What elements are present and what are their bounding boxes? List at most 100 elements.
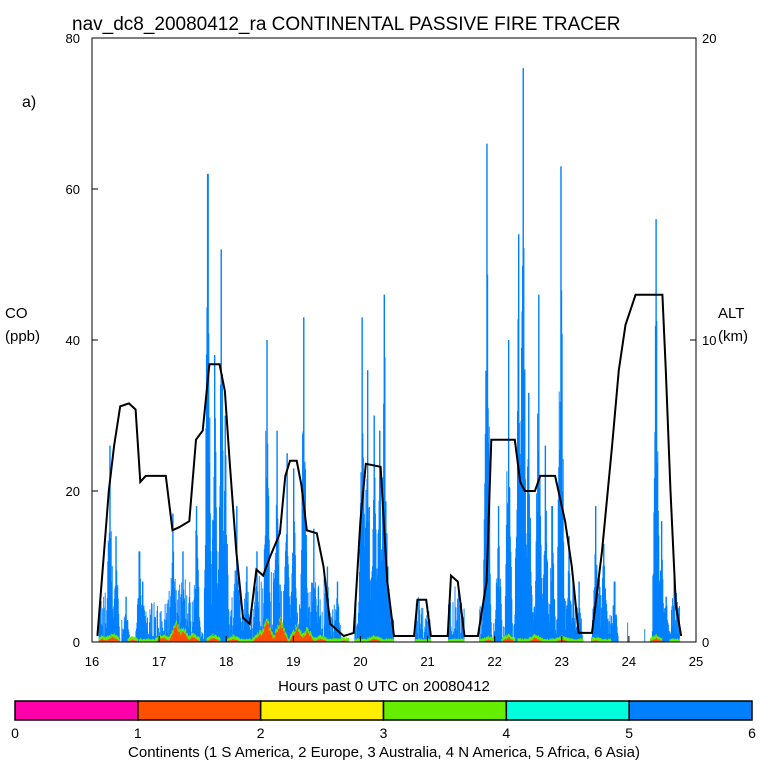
co-bar-europe-132 bbox=[165, 638, 167, 642]
co-bar-europe-492 bbox=[346, 640, 348, 642]
co-bar-asia-779 bbox=[490, 622, 492, 642]
co-bar-asia-803 bbox=[502, 626, 504, 642]
co-bar-north-america-959 bbox=[581, 639, 583, 642]
co-bar-north-america-478 bbox=[339, 639, 341, 642]
co-bar-europe-772 bbox=[487, 640, 489, 642]
co-bar-asia-245 bbox=[222, 373, 223, 642]
co-bar-north-america-113 bbox=[155, 638, 157, 642]
co-bar-north-america-302 bbox=[250, 639, 252, 642]
co-bar-europe-925 bbox=[564, 640, 566, 642]
co-bar-north-america-879 bbox=[541, 638, 543, 641]
co-bar-europe-979 bbox=[591, 640, 593, 642]
co-bar-asia-959 bbox=[581, 631, 583, 642]
co-bar-north-america-858 bbox=[530, 637, 532, 640]
co-bar-europe-149 bbox=[173, 627, 175, 642]
co-bar-north-america-956 bbox=[579, 638, 581, 642]
co-bar-asia-199 bbox=[198, 617, 200, 642]
colorbar-tick-3: 3 bbox=[380, 725, 388, 741]
colorbar-segment-5 bbox=[505, 700, 630, 721]
co-bar-asia-887 bbox=[545, 445, 547, 642]
co-bar-north-america-881 bbox=[542, 637, 544, 642]
co-bar-asia-103 bbox=[150, 633, 152, 642]
co-bar-asia-767 bbox=[484, 433, 486, 642]
co-bar-north-america-642 bbox=[421, 639, 423, 642]
co-bar-asia-835 bbox=[518, 423, 520, 642]
co-bar-north-america-883 bbox=[543, 639, 545, 642]
co-bar-north-america-697 bbox=[449, 639, 451, 642]
co-bar-north-america-1006 bbox=[605, 639, 606, 642]
co-bar-north-america-870 bbox=[536, 635, 538, 640]
co-bar-north-america-942 bbox=[572, 639, 574, 642]
co-bar-europe-269 bbox=[234, 639, 236, 642]
co-bar-europe-314 bbox=[256, 637, 258, 642]
co-bar-north-america-628 bbox=[414, 639, 416, 642]
co-bar-asia-294 bbox=[246, 566, 248, 642]
co-bar-north-america-547 bbox=[374, 636, 375, 639]
co-bar-asia-418 bbox=[309, 606, 310, 642]
co-bar-asia-312 bbox=[255, 585, 257, 642]
co-bar-asia-300 bbox=[249, 629, 251, 642]
co-bar-asia-304 bbox=[251, 628, 253, 642]
co-bar-north-america-701 bbox=[451, 639, 453, 642]
co-bar-north-america-58 bbox=[127, 638, 129, 641]
co-bar-europe-345 bbox=[272, 637, 274, 642]
co-bar-north-america-133 bbox=[165, 636, 167, 640]
co-bar-europe-821 bbox=[511, 639, 513, 642]
co-bar-north-america-900 bbox=[551, 639, 553, 642]
co-bar-europe-544 bbox=[372, 638, 374, 642]
co-bar-europe-485 bbox=[342, 640, 344, 642]
co-bar-europe-256 bbox=[227, 640, 229, 642]
co-bar-asia-476 bbox=[338, 606, 340, 642]
co-bar-north-america-1108 bbox=[656, 636, 658, 639]
co-bar-europe-554 bbox=[377, 639, 379, 642]
co-bar-asia-126 bbox=[162, 627, 164, 642]
co-bar-asia-936 bbox=[569, 600, 571, 642]
co-bar-europe-115 bbox=[156, 640, 158, 642]
x-tick-label-25: 25 bbox=[689, 654, 703, 669]
co-bar-north-america-109 bbox=[153, 639, 155, 642]
co-bar-north-america-645 bbox=[423, 638, 425, 642]
co-bar-north-america-1010 bbox=[607, 639, 608, 642]
co-bar-europe-366 bbox=[282, 630, 284, 642]
co-bar-asia-77 bbox=[137, 598, 139, 642]
co-bar-asia-187 bbox=[192, 621, 194, 642]
co-bar-north-america-582 bbox=[391, 638, 393, 642]
co-bar-asia-891 bbox=[547, 561, 549, 642]
co-bar-asia-220 bbox=[209, 417, 211, 642]
co-bar-europe-400 bbox=[300, 635, 301, 642]
co-bar-asia-879 bbox=[541, 578, 543, 642]
co-bar-north-america-471 bbox=[335, 638, 337, 642]
co-bar-north-america-944 bbox=[573, 639, 575, 642]
co-bar-asia-531 bbox=[365, 521, 367, 642]
co-bar-asia-631 bbox=[416, 599, 418, 642]
co-bar-asia-240 bbox=[219, 485, 221, 642]
co-bar-asia-648 bbox=[424, 618, 426, 642]
x-tick-label-21: 21 bbox=[420, 654, 434, 669]
co-bar-asia-380 bbox=[289, 617, 291, 642]
co-bar-europe-431 bbox=[315, 640, 317, 642]
co-bar-north-america-722 bbox=[462, 638, 464, 642]
co-bar-north-america-535 bbox=[367, 638, 369, 642]
co-bar-asia-412 bbox=[306, 534, 307, 642]
co-bar-north-america-177 bbox=[187, 636, 189, 639]
co-bar-north-america-443 bbox=[321, 635, 323, 640]
co-bar-asia-1131 bbox=[667, 624, 669, 642]
co-bar-asia-528 bbox=[364, 546, 366, 642]
co-bar-north-america-316 bbox=[257, 634, 259, 637]
co-bar-asia-995 bbox=[599, 587, 601, 642]
co-bar-europe-437 bbox=[318, 638, 320, 642]
co-bar-europe-429 bbox=[314, 640, 316, 642]
co-bar-asia-810 bbox=[506, 471, 508, 642]
co-bar-north-america-142 bbox=[170, 634, 172, 639]
co-bar-north-america-826 bbox=[514, 637, 516, 641]
co-bar-asia-473 bbox=[336, 581, 338, 642]
co-bar-europe-921 bbox=[562, 639, 564, 642]
co-bar-asia-80 bbox=[138, 551, 140, 642]
co-bar-north-america-695 bbox=[448, 639, 450, 642]
co-bar-asia-386 bbox=[293, 468, 294, 642]
co-bar-north-america-585 bbox=[393, 639, 395, 642]
co-bar-north-america-541 bbox=[371, 636, 372, 640]
co-bar-north-america-336 bbox=[267, 620, 269, 624]
co-bar-north-america-351 bbox=[275, 628, 277, 632]
